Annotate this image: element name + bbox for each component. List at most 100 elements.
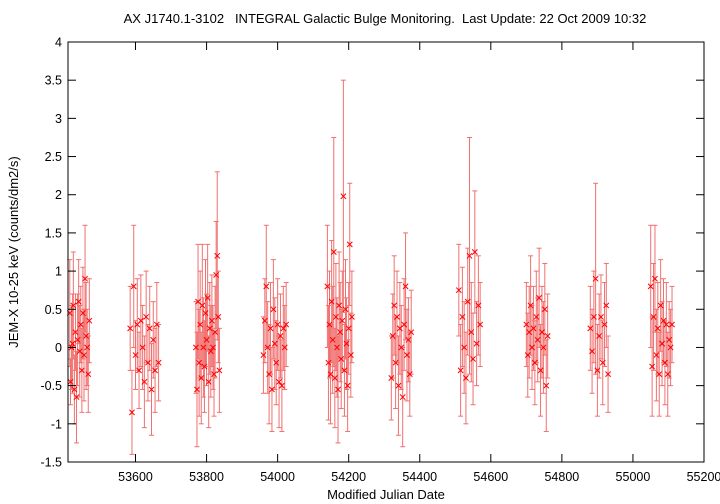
x-tick-label: 54800 xyxy=(544,470,579,484)
x-marker xyxy=(263,283,270,290)
x-marker xyxy=(388,375,395,381)
x-marker xyxy=(342,306,349,313)
x-marker xyxy=(213,271,220,278)
x-marker xyxy=(261,317,268,324)
x-marker xyxy=(144,359,151,366)
x-marker xyxy=(650,313,657,320)
x-marker xyxy=(341,367,348,374)
x-marker xyxy=(653,352,660,359)
x-marker xyxy=(81,352,87,359)
x-marker xyxy=(208,317,215,324)
x-marker xyxy=(462,375,469,381)
y-tick-label: 0 xyxy=(55,341,62,355)
x-marker xyxy=(329,336,336,343)
x-marker xyxy=(276,378,283,385)
x-marker xyxy=(477,321,484,328)
x-marker xyxy=(332,313,339,320)
x-marker xyxy=(659,340,666,347)
x-marker xyxy=(598,313,604,320)
x-marker xyxy=(664,371,671,378)
x-marker xyxy=(137,317,144,324)
x-marker xyxy=(207,348,214,355)
chart-title: AX J1740.1-3102 INTEGRAL Galactic Bulge … xyxy=(124,11,647,26)
x-marker xyxy=(84,344,91,351)
x-marker xyxy=(649,363,656,370)
x-marker xyxy=(146,325,153,332)
x-marker xyxy=(647,283,654,290)
x-marker xyxy=(534,336,541,343)
x-marker xyxy=(199,302,206,309)
error-bars xyxy=(67,79,675,455)
x-marker xyxy=(334,344,340,351)
x-marker xyxy=(529,344,535,351)
x-marker xyxy=(210,344,216,351)
x-marker xyxy=(198,375,205,381)
x-marker xyxy=(203,336,210,343)
x-marker xyxy=(663,321,670,328)
x-marker xyxy=(466,252,473,259)
y-tick-label: 4 xyxy=(55,36,62,50)
plot-frame xyxy=(67,41,705,463)
y-tick-label: 1 xyxy=(55,265,62,279)
x-marker xyxy=(71,386,78,393)
x-marker xyxy=(267,325,274,332)
x-marker xyxy=(599,359,606,366)
x-marker xyxy=(324,283,331,290)
y-tick-label: 3.5 xyxy=(45,74,62,88)
x-marker xyxy=(83,333,90,339)
x-tick-label: 55000 xyxy=(616,470,651,484)
x-marker xyxy=(346,241,353,248)
x-marker xyxy=(79,310,86,317)
x-marker xyxy=(278,382,285,389)
x-marker xyxy=(533,313,540,320)
x-marker xyxy=(85,371,92,378)
x-marker xyxy=(326,321,333,328)
x-marker xyxy=(127,325,134,332)
x-marker xyxy=(539,329,545,336)
x-marker xyxy=(338,355,345,362)
x-marker xyxy=(216,367,223,374)
x-marker xyxy=(277,333,284,339)
x-marker xyxy=(590,313,597,320)
x-marker xyxy=(330,249,337,255)
x-marker xyxy=(192,344,199,351)
x-tick-label: 53600 xyxy=(118,470,153,484)
y-tick-label: 2 xyxy=(55,188,62,202)
x-marker xyxy=(129,409,135,416)
x-marker xyxy=(399,394,406,401)
y-tick-label: -0.5 xyxy=(40,379,62,393)
x-marker xyxy=(139,344,146,351)
x-marker xyxy=(339,317,346,324)
x-marker xyxy=(531,359,538,366)
x-marker xyxy=(283,321,290,328)
x-axis-label: Modified Julian Date xyxy=(327,487,445,502)
x-marker xyxy=(667,344,674,351)
x-tick-label: 54400 xyxy=(402,470,437,484)
x-marker xyxy=(260,352,267,359)
x-marker xyxy=(72,329,79,336)
x-marker xyxy=(657,302,664,309)
x-marker xyxy=(343,340,350,347)
x-marker xyxy=(75,298,82,305)
x-marker xyxy=(86,317,93,324)
x-tick-label: 55200 xyxy=(687,470,720,484)
x-marker xyxy=(468,329,475,336)
x-marker xyxy=(132,352,139,359)
x-marker xyxy=(206,325,213,332)
x-marker xyxy=(530,325,537,332)
x-tick-label: 54600 xyxy=(473,470,508,484)
x-marker xyxy=(148,386,155,393)
x-marker xyxy=(455,287,462,294)
x-marker xyxy=(268,386,275,393)
x-marker xyxy=(404,352,410,359)
x-marker xyxy=(214,252,221,259)
x-marker xyxy=(274,321,281,328)
x-marker xyxy=(601,321,608,328)
x-marker xyxy=(264,344,271,351)
data-markers xyxy=(66,193,675,416)
x-marker xyxy=(211,371,217,378)
x-marker xyxy=(200,344,207,351)
x-marker xyxy=(408,329,415,336)
x-marker xyxy=(459,313,466,320)
